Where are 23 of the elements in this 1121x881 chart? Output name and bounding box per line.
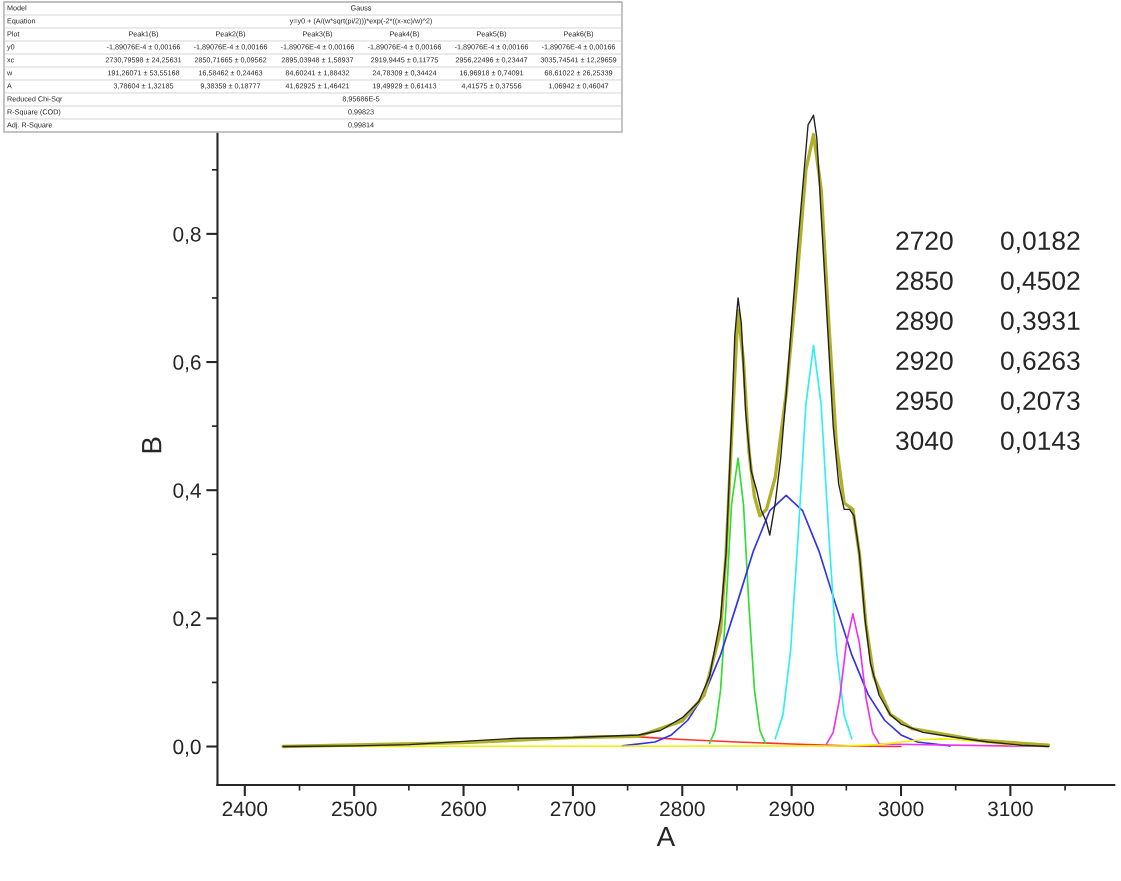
y-tick-label: 0,0: [173, 739, 201, 757]
y-tick-label: 0,8: [173, 226, 201, 245]
x-tick-label: 2400: [222, 801, 268, 817]
line-series: [774, 344, 853, 740]
x-tick-label: 2700: [550, 801, 596, 817]
x-axis-title: A: [656, 826, 676, 847]
y-tick-label: 0,2: [173, 611, 201, 629]
text: 3040 0,0143: [896, 431, 1080, 454]
text: 2890 0,3931: [896, 311, 1080, 334]
x-tick-label: 2500: [332, 801, 377, 817]
x-tick-label: 2900: [769, 801, 815, 817]
x-tick-label: 3000: [878, 801, 924, 817]
y-tick-label: 0,4: [173, 483, 201, 501]
text: 2850 0,4502: [896, 271, 1080, 294]
y-tick-label: 0,6: [173, 355, 201, 373]
text: 2950 0,2073: [896, 391, 1080, 414]
y-axis-title: B: [142, 437, 162, 453]
x-tick-label: 2600: [441, 801, 486, 817]
x-tick-label: 2800: [660, 801, 705, 817]
x-tick-label: 3100: [988, 801, 1033, 817]
text: 2920 0,6263: [896, 351, 1080, 374]
text: 2720 0,0182: [896, 231, 1080, 254]
line-series: [708, 457, 767, 745]
